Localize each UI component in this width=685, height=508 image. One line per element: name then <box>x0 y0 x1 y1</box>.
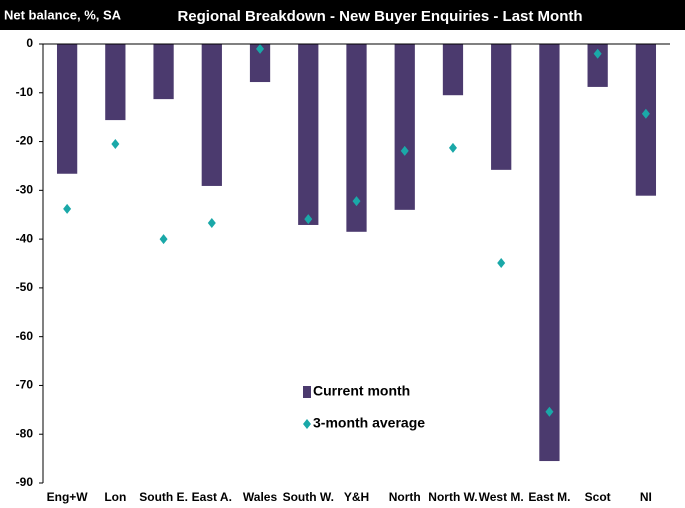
x-tick-label: Wales <box>243 490 278 504</box>
marker <box>545 406 554 417</box>
x-tick-label: North W. <box>428 490 477 504</box>
bar <box>249 44 271 83</box>
y-tick-label: -10 <box>16 85 34 99</box>
bar <box>105 44 126 121</box>
y-tick-label: -70 <box>16 378 34 392</box>
y-tick-label: -80 <box>16 426 34 440</box>
x-tick-label: East M. <box>528 490 570 504</box>
y-tick-label: -50 <box>16 280 34 294</box>
x-tick-label: Scot <box>585 490 611 504</box>
bar <box>635 44 657 196</box>
legend-swatch <box>303 386 311 398</box>
y-tick-label: -90 <box>16 475 34 489</box>
x-tick-label: South E. <box>139 490 188 504</box>
x-tick-label: West M. <box>479 490 524 504</box>
bar <box>442 44 464 96</box>
marker <box>497 258 506 269</box>
marker <box>159 234 168 245</box>
y-tick-label: -60 <box>16 329 34 343</box>
y-tick-label: -30 <box>16 183 34 197</box>
x-tick-label: NI <box>640 490 652 504</box>
marker <box>207 218 216 229</box>
marker <box>304 214 313 225</box>
y-tick-label: -40 <box>16 231 34 245</box>
legend-label: Current month <box>313 383 410 399</box>
x-tick-label: Eng+W <box>47 490 89 504</box>
x-tick-label: North <box>389 490 421 504</box>
marker <box>448 142 457 153</box>
marker <box>352 196 361 207</box>
bar <box>201 44 222 186</box>
chart-title: Regional Breakdown - New Buyer Enquiries… <box>177 8 582 25</box>
bar <box>539 44 560 462</box>
bar <box>56 44 78 174</box>
y-tick-label: 0 <box>26 36 33 50</box>
x-tick-label: Lon <box>104 490 126 504</box>
x-tick-label: South W. <box>283 490 334 504</box>
bar <box>298 44 319 225</box>
bar <box>587 44 608 87</box>
legend-label: 3-month average <box>313 415 425 431</box>
marker <box>400 145 409 156</box>
x-tick-label: East A. <box>192 490 232 504</box>
bar <box>394 44 415 210</box>
legend-swatch <box>303 419 311 429</box>
y-tick-label: -20 <box>16 134 34 148</box>
title-band <box>0 0 685 30</box>
marker <box>256 43 265 54</box>
marker <box>63 203 72 214</box>
marker <box>641 108 650 119</box>
x-tick-label: Y&H <box>344 490 369 504</box>
y-axis-label: Net balance, %, SA <box>4 7 122 22</box>
bar <box>346 44 367 232</box>
marker <box>111 138 120 149</box>
marker <box>593 48 602 59</box>
bar <box>491 44 512 170</box>
bar <box>153 44 174 100</box>
